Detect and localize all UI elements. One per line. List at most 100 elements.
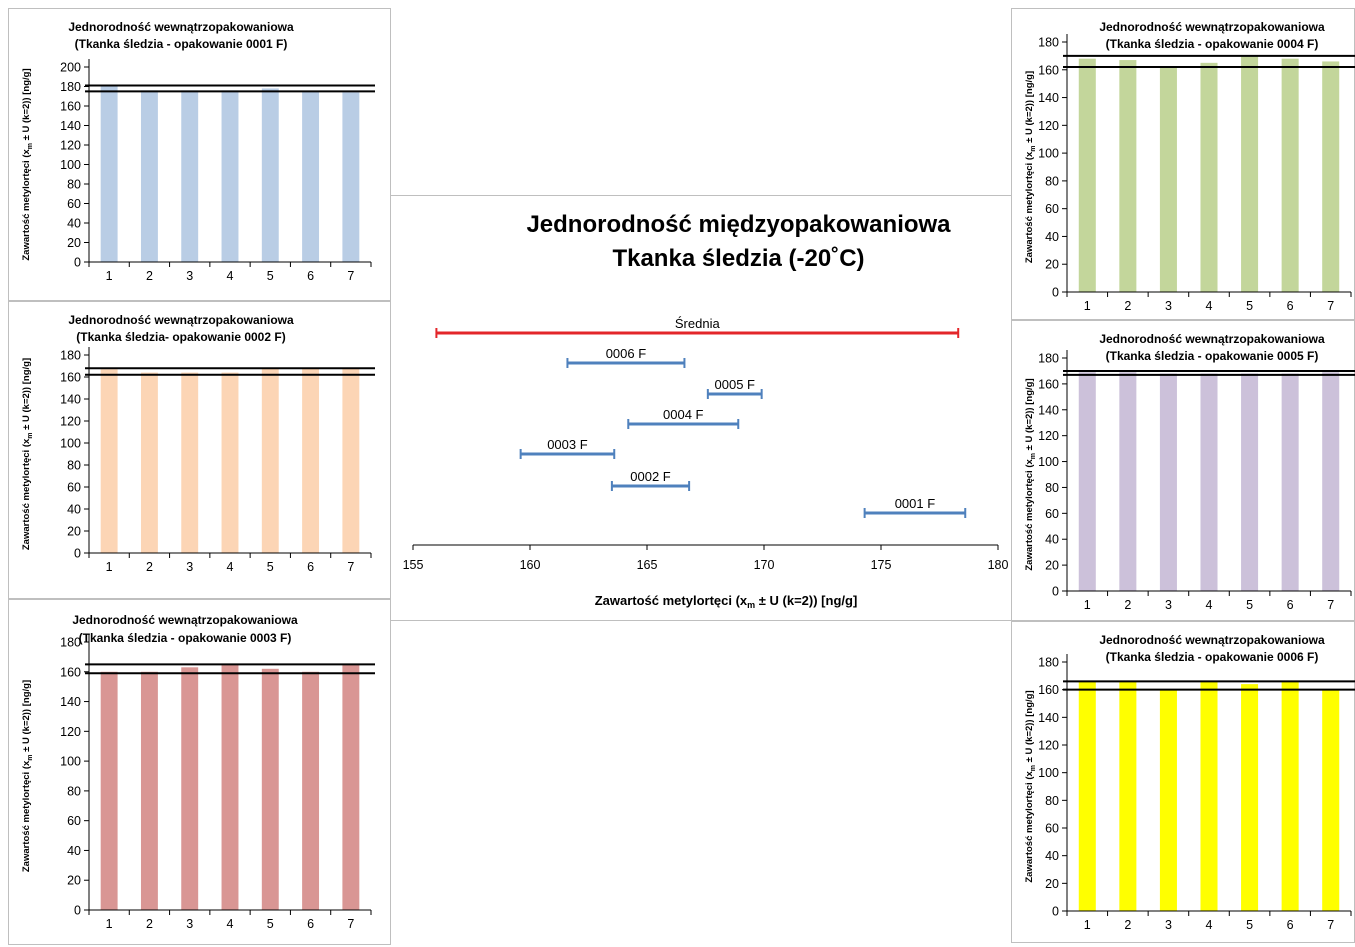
y-tick-label: 120 [60, 415, 81, 429]
bar-1 [100, 671, 118, 910]
x-tick-label: 170 [754, 558, 775, 572]
bar-6 [302, 671, 320, 910]
main-title-line1: Jednorodność międzyopakowaniowa [526, 211, 951, 238]
bar-7 [1322, 372, 1340, 591]
bar-5 [1241, 373, 1259, 591]
bar-6 [1281, 373, 1299, 591]
y-tick-label: 20 [1045, 877, 1059, 891]
y-tick-label: 180 [60, 636, 81, 650]
y-tick-label: 140 [1038, 403, 1059, 417]
y-tick-label: 200 [60, 61, 81, 75]
interval-label: 0006 F [606, 346, 647, 361]
bar-7 [342, 368, 360, 553]
bar-5 [261, 88, 279, 262]
chart-title-line1: Jednorodność wewnątrzopakowaniowa [1099, 20, 1325, 34]
y-tick-label: 40 [1045, 533, 1059, 547]
chart-title-line1: Jednorodność wewnątrzopakowaniowa [1099, 633, 1325, 647]
x-tick-label: 6 [307, 917, 314, 931]
chart-title-line2: (Tkanka śledzia - opakowanie 0001 F) [75, 37, 288, 51]
y-tick-label: 40 [1045, 230, 1059, 244]
x-tick-label: 3 [1165, 299, 1172, 313]
x-tick-label: 7 [1327, 918, 1334, 932]
x-tick-label: 5 [267, 917, 274, 931]
chart-panel-0002: Jednorodność wewnątrzopakowaniowa (Tkanka… [8, 301, 391, 599]
bar-3 [181, 372, 199, 553]
y-tick-label: 120 [60, 725, 81, 739]
bar-chart-0002: Jednorodność wewnątrzopakowaniowa (Tkanka… [21, 313, 375, 574]
y-axis-label: Zawartość metylortęci (xm ± U (k=2)) [ng… [21, 358, 34, 550]
x-tick-label: 4 [227, 269, 234, 283]
bar-6 [302, 91, 320, 262]
x-tick-label: 2 [1124, 299, 1131, 313]
bar-chart-0001: Jednorodność wewnątrzopakowaniowa (Tkanka… [21, 20, 375, 283]
x-tick-label: 5 [267, 269, 274, 283]
bar-4 [1200, 373, 1218, 591]
bar-7 [1322, 689, 1340, 911]
chart-title-line1: Jednorodność wewnątrzopakowaniowa [68, 20, 294, 34]
x-tick-label: 1 [106, 269, 113, 283]
y-tick-label: 40 [67, 844, 81, 858]
chart-title-line2: (Tkanka śledzia- opakowanie 0002 F) [76, 330, 285, 344]
x-tick-label: 6 [1287, 598, 1294, 612]
y-tick-label: 80 [67, 784, 81, 798]
y-tick-label: 180 [1038, 656, 1059, 670]
y-axis-label: Zawartość metylortęci (xm ± U (k=2)) [ng… [21, 680, 34, 872]
y-tick-label: 100 [60, 755, 81, 769]
center-divider-top [391, 195, 1011, 196]
y-tick-label: 140 [1038, 711, 1059, 725]
x-tick-label: 7 [347, 917, 354, 931]
y-tick-label: 180 [60, 80, 81, 94]
chart-panel-0006: Jednorodność wewnątrzopakowaniowa (Tkanka… [1011, 621, 1355, 943]
y-tick-label: 160 [60, 665, 81, 679]
bar-chart-0003: Jednorodność wewnątrzopakowaniowa (Tkanka… [21, 613, 375, 931]
y-tick-label: 80 [67, 459, 81, 473]
bar-6 [1281, 681, 1299, 911]
y-tick-label: 160 [1038, 377, 1059, 391]
bar-3 [1159, 67, 1177, 292]
bar-1 [1078, 58, 1096, 292]
bar-6 [302, 368, 320, 553]
bar-1 [1078, 681, 1096, 911]
y-tick-label: 60 [67, 481, 81, 495]
center-divider-bottom [391, 620, 1011, 621]
y-tick-label: 180 [1038, 36, 1059, 50]
bar-5 [1241, 684, 1259, 911]
interval-label: Średnia [675, 316, 721, 331]
bar-3 [181, 90, 199, 263]
x-tick-label: 7 [347, 560, 354, 574]
x-tick-label: 160 [520, 558, 541, 572]
x-tick-label: 6 [307, 269, 314, 283]
y-tick-label: 20 [1045, 559, 1059, 573]
y-tick-label: 140 [60, 695, 81, 709]
bar-1 [1078, 372, 1096, 591]
y-tick-label: 60 [67, 197, 81, 211]
y-tick-label: 40 [67, 217, 81, 231]
between-package-interval-chart: Średnia 0006 F 0005 F 0004 F 0003 F 0002 F 000… [403, 316, 1009, 610]
y-tick-label: 40 [67, 503, 81, 517]
y-axis-label: Zawartość metylortęci (xm ± U (k=2)) [ng… [1024, 378, 1037, 570]
interval-label: 0005 F [715, 377, 756, 392]
x-tick-label: 2 [146, 560, 153, 574]
x-tick-label: 4 [227, 560, 234, 574]
y-tick-label: 0 [1052, 585, 1059, 599]
bar-chart-0006: Jednorodność wewnątrzopakowaniowa (Tkanka… [1024, 633, 1355, 932]
y-axis-label: Zawartość metylortęci (xm ± U (k=2)) [ng… [21, 68, 34, 260]
chart-panel-0005: Jednorodność wewnątrzopakowaniowa (Tkanka… [1011, 320, 1355, 621]
x-tick-label: 155 [403, 558, 424, 572]
bar-2 [140, 671, 158, 910]
y-tick-label: 140 [60, 393, 81, 407]
bar-6 [1281, 58, 1299, 292]
interval-label: 0004 F [663, 407, 704, 422]
y-tick-label: 60 [1045, 202, 1059, 216]
y-tick-label: 60 [1045, 822, 1059, 836]
y-tick-label: 0 [74, 904, 81, 918]
x-tick-label: 165 [637, 558, 658, 572]
y-tick-label: 40 [1045, 849, 1059, 863]
y-tick-label: 100 [60, 437, 81, 451]
x-tick-label: 5 [1246, 918, 1253, 932]
x-tick-label: 7 [1327, 299, 1334, 313]
y-tick-label: 60 [67, 814, 81, 828]
y-tick-label: 0 [1052, 905, 1059, 919]
x-tick-label: 4 [1206, 918, 1213, 932]
y-tick-label: 120 [60, 139, 81, 153]
